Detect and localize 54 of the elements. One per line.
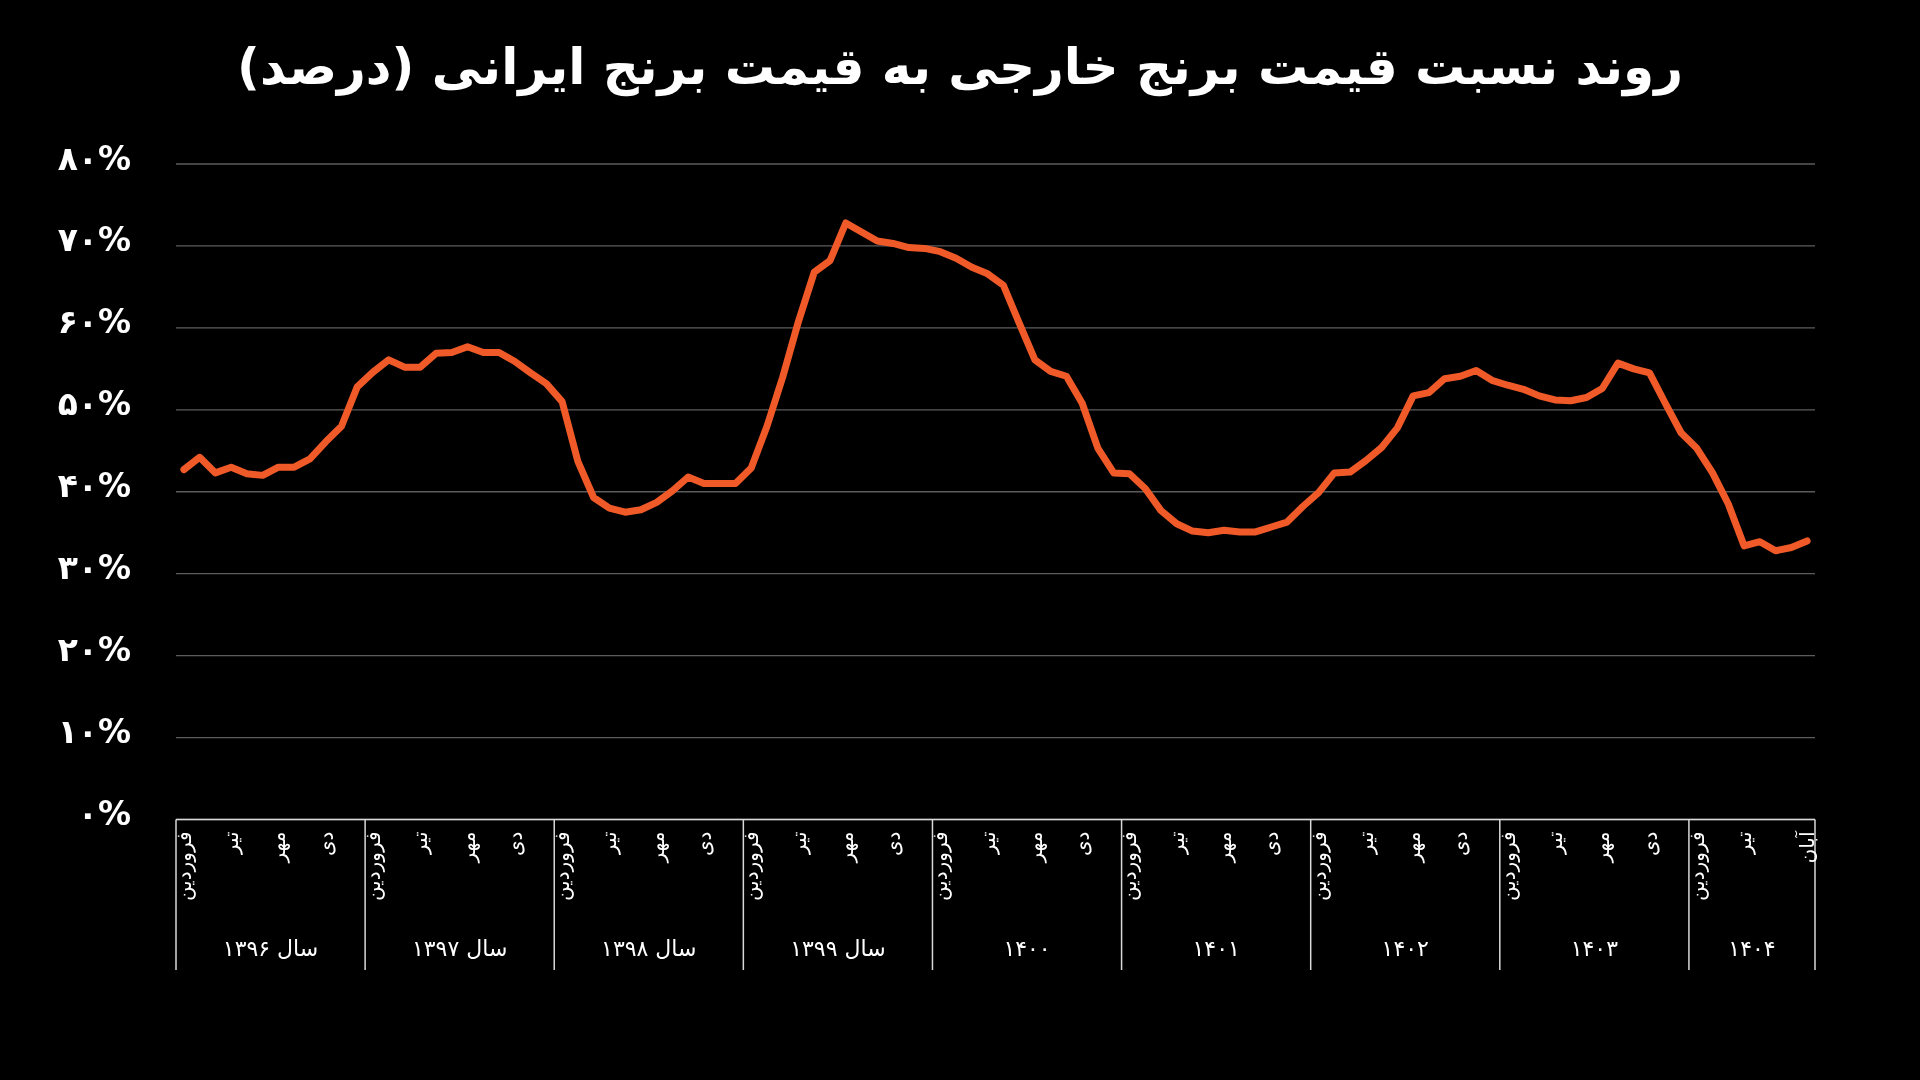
x-tick-label: آبان bbox=[1794, 830, 1820, 864]
x-tick-label: دی bbox=[1448, 831, 1473, 857]
x-tick-label: تیر bbox=[597, 831, 622, 856]
x-tick-label: مهر bbox=[1022, 831, 1047, 864]
x-tick-label: فروردین bbox=[928, 831, 953, 902]
text: ۱۴۰۳ bbox=[1570, 935, 1618, 961]
y-tick-label: ۵۰% bbox=[57, 384, 131, 424]
x-tick-label: تیر bbox=[786, 831, 811, 856]
text: سال ۱۳۹۶ bbox=[222, 935, 319, 961]
x-tick-label: فروردین bbox=[1306, 831, 1331, 902]
x-tick-label: فروردین bbox=[550, 831, 575, 902]
y-tick-label: ۸۰% bbox=[57, 138, 131, 178]
x-tick-label: تیر bbox=[1353, 831, 1378, 856]
x-tick-label: دی bbox=[691, 831, 716, 857]
x-tick-label: فروردین bbox=[1117, 831, 1142, 902]
x-tick-label: فروردین bbox=[1495, 831, 1520, 902]
text: سال ۱۳۹۹ bbox=[790, 935, 886, 961]
x-tick-label: دی bbox=[1637, 831, 1662, 857]
x-tick-label: مهر bbox=[644, 831, 669, 864]
x-tick-label: مهر bbox=[1212, 831, 1237, 864]
x-tick-label: مهر bbox=[455, 831, 480, 864]
x-tick-label: مهر bbox=[1590, 831, 1615, 864]
x-tick-label: تیر bbox=[408, 831, 433, 856]
x-tick-label: فروردین bbox=[361, 831, 385, 902]
x-tick-label: فروردین bbox=[739, 831, 764, 902]
y-tick-label: ۱۰% bbox=[57, 712, 131, 752]
x-tick-label: تیر bbox=[975, 831, 1000, 856]
y-tick-label: ۲۰% bbox=[57, 630, 131, 670]
y-tick-label: ۷۰% bbox=[57, 220, 131, 260]
text: ۱۴۰۴ bbox=[1728, 935, 1776, 961]
x-tick-label: تیر bbox=[219, 831, 244, 856]
text: ۱۴۰۱ bbox=[1192, 935, 1240, 961]
text: سال ۱۳۹۸ bbox=[601, 935, 697, 961]
chart-title: روند نسبت قیمت برنج خارجی به قیمت برنج ایرانی (درصد) bbox=[237, 38, 1683, 97]
y-tick-label: ۳۰% bbox=[57, 548, 131, 588]
text: ۱۴۰۰ bbox=[1003, 935, 1051, 961]
x-tick-label: تیر bbox=[1164, 831, 1189, 856]
text: ۱۴۰۲ bbox=[1381, 935, 1429, 961]
x-tick-label: فروردین bbox=[1684, 831, 1709, 902]
x-tick-label: دی bbox=[881, 831, 906, 857]
x-tick-label: دی bbox=[313, 831, 338, 857]
x-tick-label: مهر bbox=[266, 831, 291, 864]
x-tick-label: مهر bbox=[833, 831, 858, 864]
x-tick-label: دی bbox=[1070, 831, 1095, 857]
y-tick-label: ۴۰% bbox=[57, 466, 131, 506]
y-tick-label: ۶۰% bbox=[57, 302, 131, 342]
x-tick-label: دی bbox=[502, 831, 527, 857]
y-tick-label: ۰% bbox=[77, 794, 131, 833]
x-tick-label: تیر bbox=[1542, 831, 1567, 856]
x-tick-label: دی bbox=[1259, 831, 1284, 857]
text: سال ۱۳۹۷ bbox=[411, 935, 508, 961]
x-tick-label: فروردین bbox=[171, 831, 196, 902]
x-tick-label: مهر bbox=[1401, 831, 1426, 864]
x-tick-label: تیر bbox=[1732, 831, 1757, 856]
